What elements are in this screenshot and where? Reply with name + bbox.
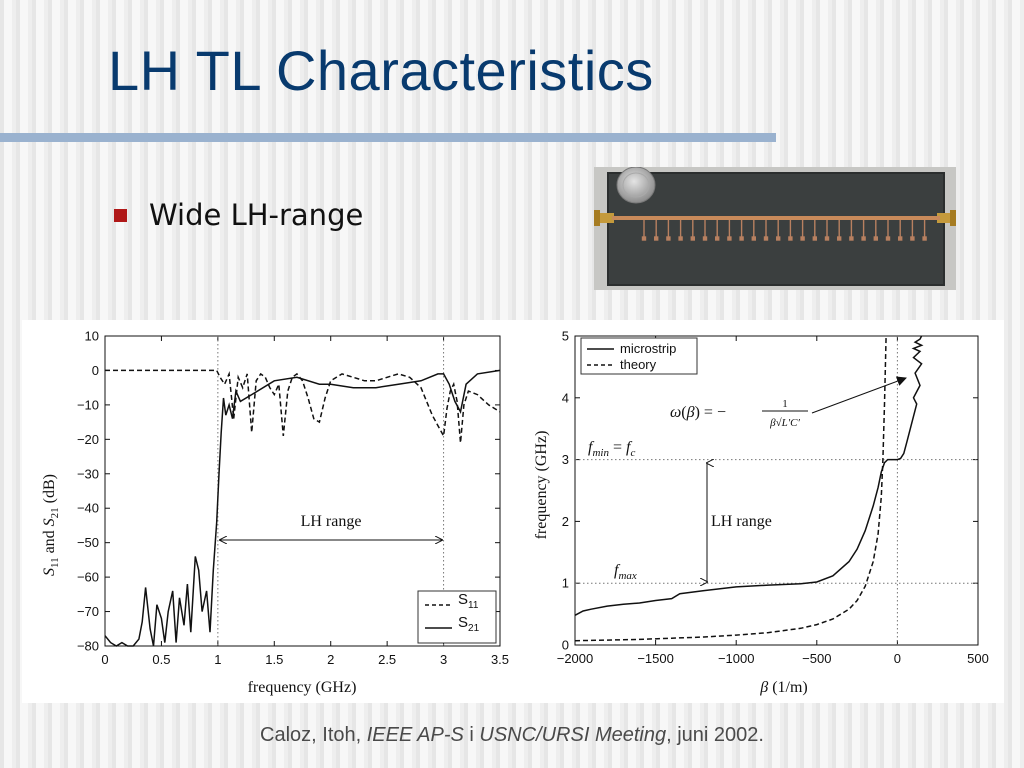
via — [714, 236, 720, 241]
via — [824, 236, 830, 241]
svg-text:β√L′C′: β√L′C′ — [769, 417, 800, 429]
via — [702, 236, 708, 241]
x-tick-label: 0.5 — [152, 652, 170, 667]
via — [788, 236, 793, 241]
series-line-microstrip — [574, 335, 924, 616]
citation-venue1: IEEE AP-S — [366, 724, 464, 746]
y-tick-label: 1 — [562, 576, 569, 591]
y-tick-label: 0 — [562, 638, 569, 653]
via — [654, 236, 659, 241]
s-parameter-chart: 0 0.5 1 1.5 2 2.5 3 3.5 10 0 −10 −20 −30 −40 −50 −60 −70… — [41, 329, 509, 697]
citation-conj: i — [463, 724, 480, 746]
via — [678, 236, 683, 241]
y-tick-label: −80 — [77, 639, 99, 654]
x-tick-label: 500 — [967, 651, 989, 666]
via — [641, 236, 647, 241]
x-tick-label: 1 — [214, 652, 221, 667]
y-tick-label: −40 — [77, 501, 99, 516]
plot-frame — [574, 335, 979, 646]
y-tick-label: −30 — [77, 466, 99, 481]
chart2-fmin-label: fmin = fc — [588, 439, 635, 459]
x-tick-label: 0 — [101, 652, 108, 667]
via — [812, 236, 818, 241]
via — [775, 236, 781, 241]
chart2-xlabel: β (1/m) — [759, 679, 808, 696]
y-tick-label: 3 — [562, 452, 569, 467]
chart1-ylabel: S11 and S21 (dB) — [41, 474, 61, 576]
chart2-formula: ω(β) = − — [670, 404, 726, 421]
legend-theory: theory — [620, 357, 657, 372]
y-tick-label: −60 — [77, 570, 99, 585]
x-tick-label: −1500 — [637, 651, 674, 666]
via — [885, 236, 891, 241]
x-tick-label: −2000 — [557, 651, 594, 666]
legend-microstrip: microstrip — [620, 341, 676, 356]
dispersion-chart: −2000 −1500 −1000 −500 0 500 0 1 2 3 4 5 β (1/m) fr… — [533, 329, 989, 697]
x-tick-label: 3.5 — [491, 652, 509, 667]
via — [836, 236, 842, 241]
chart2-lh-range-label: LH range — [711, 513, 772, 530]
y-tick-label: 10 — [85, 329, 99, 344]
slide-title: LH TL Characteristics — [108, 39, 654, 102]
y-tick-label: 5 — [562, 329, 569, 344]
x-tick-label: −1000 — [718, 651, 755, 666]
bullet-item: Wide LH-range — [114, 198, 363, 232]
via — [690, 236, 696, 241]
chart1-xlabel: frequency (GHz) — [248, 679, 357, 696]
chart2-formula-arrow — [811, 376, 907, 414]
x-tick-label: 0 — [894, 651, 901, 666]
title-rule — [0, 133, 776, 142]
via — [849, 236, 854, 241]
via — [763, 236, 769, 241]
via — [898, 236, 903, 241]
y-tick-label: −70 — [77, 604, 99, 619]
bullet-square-icon — [114, 208, 127, 222]
citation-authors: Caloz, Itoh, — [260, 724, 367, 746]
y-tick-label: 4 — [562, 390, 569, 405]
via — [666, 236, 671, 241]
via — [727, 236, 732, 241]
citation-date: , juni 2002. — [666, 724, 764, 746]
via — [910, 236, 915, 241]
chart2-ylabel: frequency (GHz) — [533, 431, 550, 540]
y-tick-label: −20 — [77, 432, 99, 447]
figure-panel: 0 0.5 1 1.5 2 2.5 3 3.5 10 0 −10 −20 −30 −40 −50 −60 −70… — [22, 320, 1004, 703]
via — [751, 236, 757, 241]
plot-frame — [104, 335, 501, 647]
chart1-lh-range-label: LH range — [301, 513, 362, 530]
x-tick-label: 1.5 — [265, 652, 283, 667]
x-tick-label: 3 — [440, 652, 447, 667]
citation: Caloz, Itoh, IEEE AP-S i USNC/URSI Meeti… — [0, 724, 1024, 747]
x-tick-label: −500 — [802, 651, 831, 666]
citation-venue2: USNC/URSI Meeting — [479, 724, 667, 746]
via — [861, 236, 866, 241]
chart2-fmax-label: fmax — [614, 562, 637, 582]
y-tick-label: 0 — [92, 363, 99, 378]
via — [739, 236, 744, 241]
x-tick-label: 2 — [327, 652, 334, 667]
y-tick-label: −10 — [77, 397, 99, 412]
transmission-line-photo — [594, 167, 956, 290]
series-line-s11 — [105, 369, 501, 443]
via — [800, 236, 805, 241]
via — [873, 236, 878, 241]
y-tick-label: 2 — [562, 514, 569, 529]
series-line-s21 — [104, 369, 501, 647]
svg-text:1: 1 — [782, 398, 788, 410]
series-line-theory — [574, 335, 887, 642]
chart2-legend: microstrip theory — [580, 337, 698, 375]
via — [922, 236, 927, 241]
bullet-text: Wide LH-range — [149, 198, 364, 232]
chart1-legend: S11 S21 — [417, 590, 497, 644]
x-tick-label: 2.5 — [378, 652, 396, 667]
y-tick-label: −50 — [77, 535, 99, 550]
